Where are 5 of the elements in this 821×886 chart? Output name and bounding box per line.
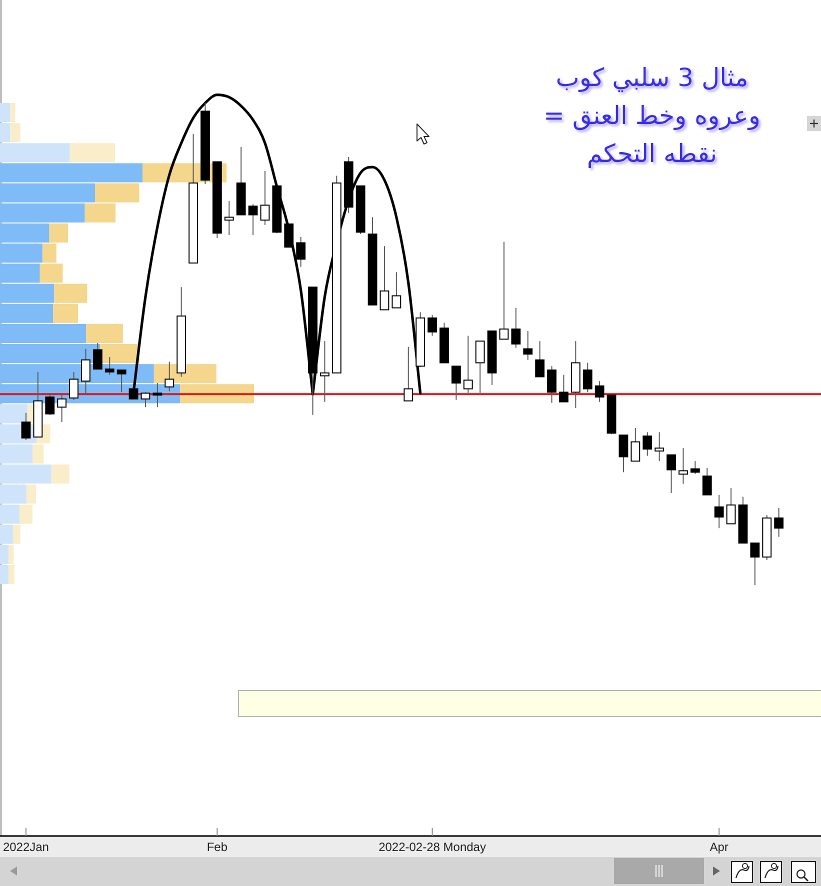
chart-title: مثال 3 سلبي كوب وعروه وخط العنق = نقطه التحكم <box>543 63 761 168</box>
x-tick-label: Apr <box>710 840 728 854</box>
x-tick-label: 2022-02-28 Monday <box>378 840 486 854</box>
x-tick-label: 2022Jan <box>2 840 49 854</box>
x-tick-label: Feb <box>206 840 228 854</box>
